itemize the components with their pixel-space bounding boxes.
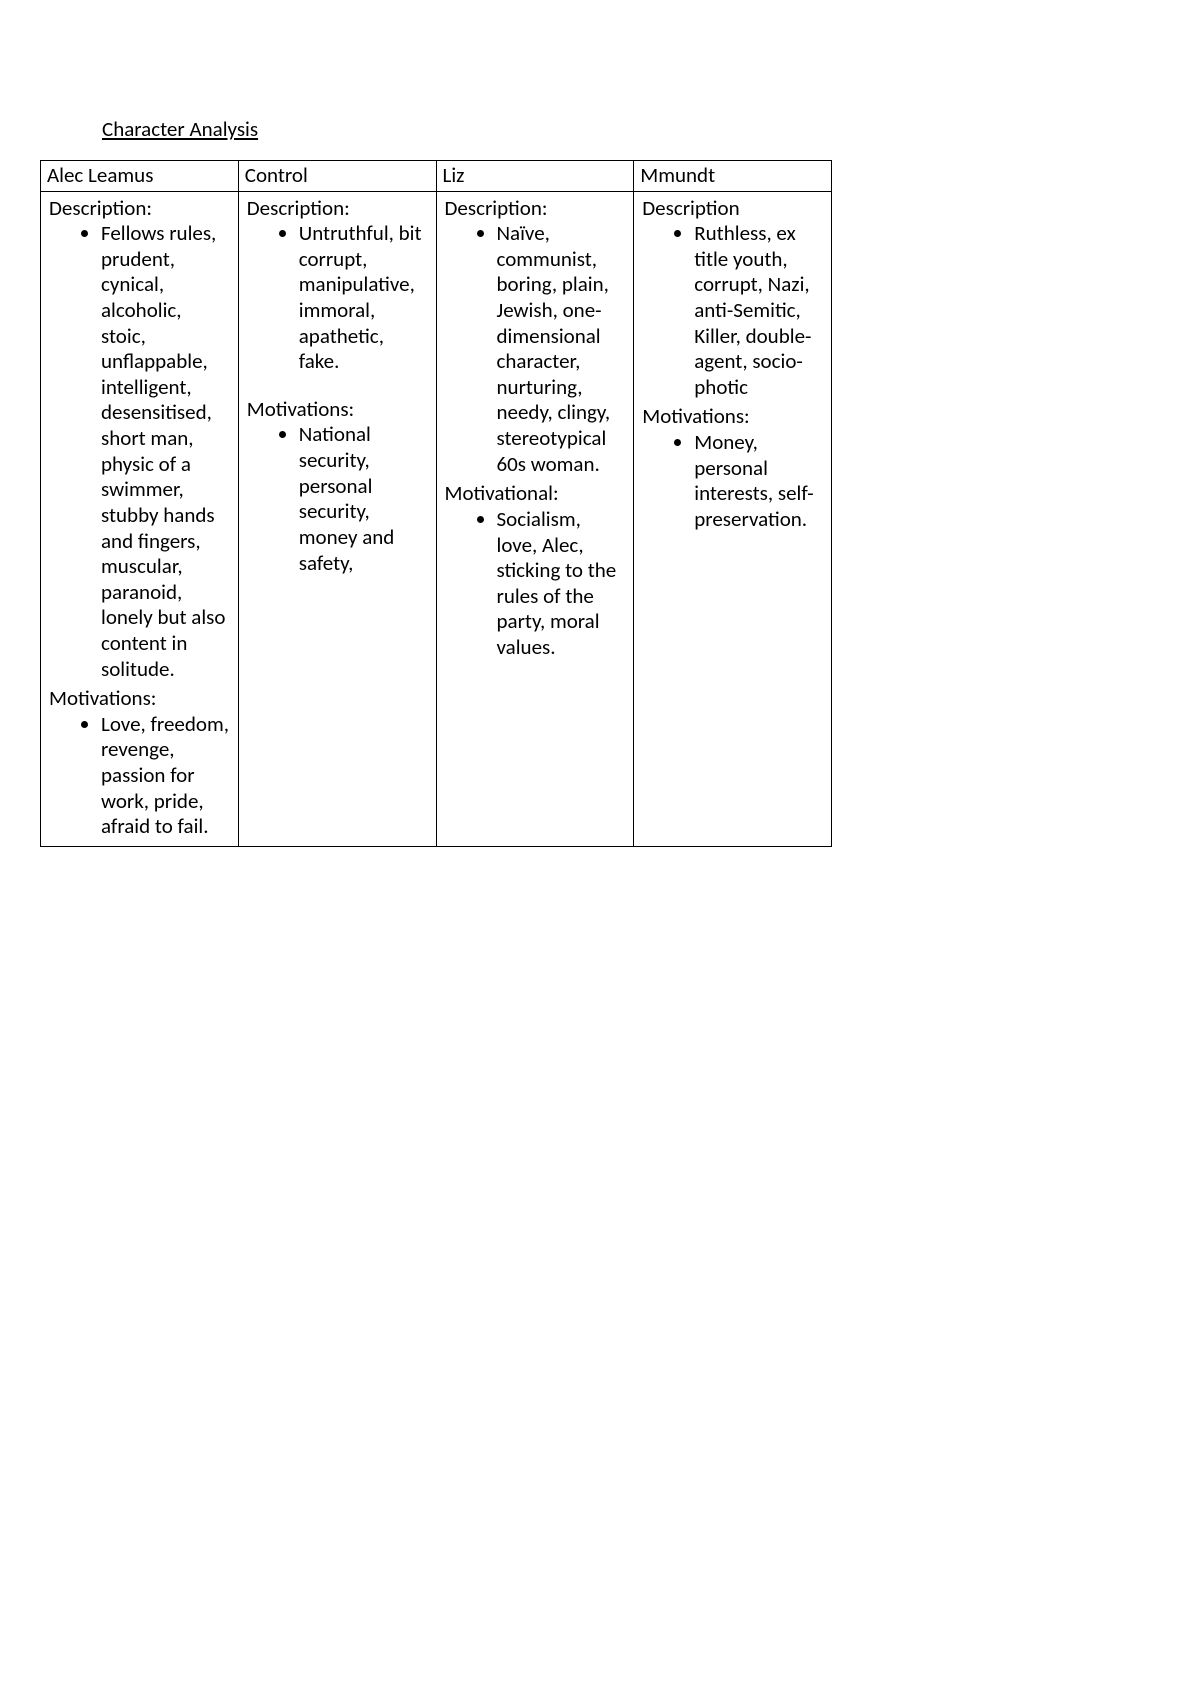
description-label: Description: [49,196,230,222]
motivations-bullet: Socialism, love, Alec, sticking to the r… [497,507,626,661]
description-bullet: Ruthless, ex title youth, corrupt, Nazi,… [694,221,823,400]
table-body-row: Description: Fellows rules, prudent, cyn… [41,191,832,846]
motivations-label: Motivations: [49,686,230,712]
motivations-list: National security, personal security, mo… [247,422,428,576]
description-bullet: Naïve, communist, boring, plain, Jewish,… [497,221,626,477]
column-header: Control [238,161,436,192]
description-label: Description: [247,196,428,222]
description-bullet: Untruthful, bit corrupt, manipulative, i… [299,221,428,375]
character-cell-liz: Description: Naïve, communist, boring, p… [436,191,634,846]
table-header-row: Alec Leamus Control Liz Mmundt [41,161,832,192]
motivations-label: Motivational: [445,481,626,507]
motivations-bullet: National security, personal security, mo… [299,422,428,576]
column-header: Mmundt [634,161,832,192]
character-cell-control: Description: Untruthful, bit corrupt, ma… [238,191,436,846]
description-list: Naïve, communist, boring, plain, Jewish,… [445,221,626,477]
description-list: Fellows rules, prudent, cynical, alcohol… [49,221,230,682]
description-label: Description [642,196,823,222]
description-bullet: Fellows rules, prudent, cynical, alcohol… [101,221,230,682]
page-title: Character Analysis [102,116,1160,142]
motivations-list: Money, personal interests, self-preserva… [642,430,823,532]
motivations-label: Motivations: [247,397,428,423]
character-cell-mmundt: Description Ruthless, ex title youth, co… [634,191,832,846]
description-label: Description: [445,196,626,222]
description-list: Ruthless, ex title youth, corrupt, Nazi,… [642,221,823,400]
motivations-list: Socialism, love, Alec, sticking to the r… [445,507,626,661]
column-header: Alec Leamus [41,161,239,192]
motivations-label: Motivations: [642,404,823,430]
motivations-list: Love, freedom, revenge, passion for work… [49,712,230,840]
description-list: Untruthful, bit corrupt, manipulative, i… [247,221,428,375]
page-container: Character Analysis Alec Leamus Control L… [0,0,1200,887]
character-analysis-table: Alec Leamus Control Liz Mmundt Descripti… [40,160,832,847]
motivations-bullet: Love, freedom, revenge, passion for work… [101,712,230,840]
motivations-bullet: Money, personal interests, self-preserva… [694,430,823,532]
column-header: Liz [436,161,634,192]
character-cell-alec: Description: Fellows rules, prudent, cyn… [41,191,239,846]
